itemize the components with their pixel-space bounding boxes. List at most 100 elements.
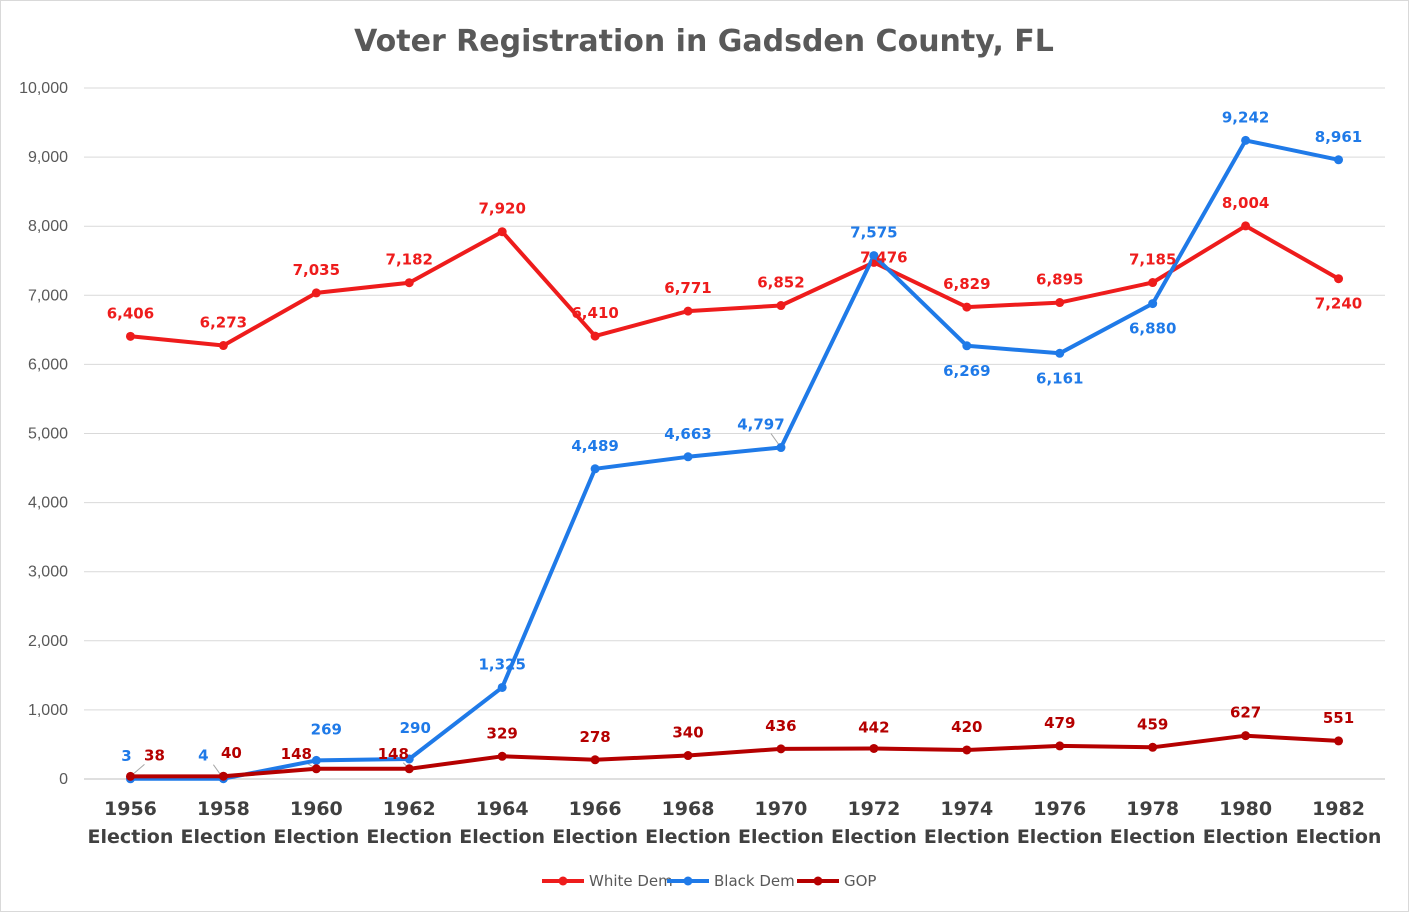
x-tick-label: Election [924,826,1010,848]
data-label-white-dem: 6,852 [757,274,804,292]
data-point-white-dem [683,306,693,316]
x-tick-label: 1978 [1126,798,1179,820]
data-point-gop [1241,731,1251,741]
data-label-gop: 420 [951,718,982,736]
data-label-white-dem: 7,182 [386,251,433,269]
data-point-black-dem [404,754,414,764]
data-label-gop: 329 [487,724,518,742]
data-point-black-dem [590,464,600,474]
x-tick-label: Election [831,826,917,848]
data-point-black-dem [1241,135,1251,145]
data-point-white-dem [404,278,414,288]
chart-title: Voter Registration in Gadsden County, FL [354,24,1054,59]
data-label-white-dem: 7,035 [293,261,340,279]
data-label-black-dem: 3 [121,747,131,765]
y-tick-label: 6,000 [28,356,68,373]
x-tick-label: Election [552,826,638,848]
data-point-gop [404,764,414,774]
series-line-black-dem [128,138,1341,781]
data-point-white-dem [497,227,507,237]
data-point-white-dem [125,331,135,341]
y-tick-label: 10,000 [19,80,68,97]
data-label-white-dem: 6,273 [200,314,247,332]
x-tick-label: Election [88,826,174,848]
x-tick-label: 1968 [662,798,715,820]
x-tick-label: 1958 [197,798,250,820]
data-label-black-dem: 4,797 [737,416,784,434]
x-tick-label: 1972 [847,798,900,820]
y-tick-label: 7,000 [28,287,68,304]
data-label-gop: 40 [221,744,242,762]
data-label-white-dem: 6,771 [664,279,711,297]
x-tick-label: Election [738,826,824,848]
legend-marker-black-dem [683,876,693,886]
data-label-black-dem: 4 [198,747,208,765]
data-label-white-dem: 7,476 [860,248,907,266]
data-label-black-dem: 4,489 [571,437,618,455]
data-point-white-dem [1241,221,1251,231]
legend: White Dem Black Dem GOP [542,872,876,890]
data-label-black-dem: 8,961 [1315,128,1362,146]
data-label-white-dem: 7,185 [1129,251,1176,269]
x-axis-tick-labels: 1956 Election 1958 Election 1960 Election 1962… [88,798,1382,848]
x-tick-label: Election [1296,826,1382,848]
data-point-gop [1148,742,1158,752]
data-point-white-dem [218,341,228,351]
y-tick-label: 9,000 [28,149,68,166]
data-point-gop [590,755,600,765]
data-label-gop: 551 [1323,709,1354,727]
x-tick-label: 1956 [104,798,157,820]
data-label-white-dem: 7,240 [1315,295,1362,313]
x-tick-label: Election [645,826,731,848]
data-point-black-dem [1055,348,1065,358]
y-tick-label: 0 [59,771,68,788]
data-label-black-dem: 7,575 [850,224,897,242]
series-line-white-dem [128,223,1341,348]
data-label-white-dem: 6,829 [943,275,990,293]
x-tick-label: Election [1203,826,1289,848]
data-label-black-dem: 6,161 [1036,369,1083,387]
x-tick-label: Election [1017,826,1103,848]
data-label-white-dem: 6,406 [107,304,154,322]
data-point-gop [218,771,228,781]
x-tick-label: Election [459,826,545,848]
y-tick-label: 5,000 [28,426,68,443]
legend-marker-white-dem [558,876,568,886]
data-point-black-dem [311,755,321,765]
data-label-black-dem: 9,242 [1222,108,1269,126]
data-point-gop [869,743,879,753]
data-point-gop [1334,736,1344,746]
data-label-black-dem: 6,269 [943,362,990,380]
y-axis-tick-labels: 0 1,000 2,000 3,000 4,000 5,000 6,000 7,000 8,00… [19,80,68,788]
x-tick-label: Election [180,826,266,848]
data-label-gop: 38 [144,746,165,764]
y-tick-label: 8,000 [28,218,68,235]
data-label-black-dem: 1,325 [478,655,525,673]
data-point-white-dem [1055,298,1065,308]
legend-label-gop: GOP [844,872,876,890]
data-point-black-dem [776,443,786,453]
data-point-black-dem [683,452,693,462]
data-point-gop [962,745,972,755]
data-label-gop: 479 [1044,714,1075,732]
data-point-white-dem [962,302,972,312]
data-label-gop: 340 [672,724,703,742]
data-label-white-dem: 6,410 [571,304,618,322]
data-label-gop: 459 [1137,715,1168,733]
data-point-gop [683,751,693,761]
x-tick-label: 1962 [383,798,436,820]
data-label-gop: 627 [1230,704,1261,722]
x-tick-label: 1964 [476,798,529,820]
series-lines [125,135,1344,784]
data-point-gop [776,744,786,754]
data-point-black-dem [869,251,879,261]
data-labels: 6,406 6,273 7,035 7,182 7,920 6,410 6,771 6,852… [107,108,1363,764]
data-label-black-dem: 290 [400,719,431,737]
x-tick-label: 1982 [1312,798,1365,820]
data-point-white-dem [1334,274,1344,284]
data-point-gop [125,771,135,781]
data-label-gop: 278 [579,728,610,746]
y-tick-label: 3,000 [28,564,68,581]
